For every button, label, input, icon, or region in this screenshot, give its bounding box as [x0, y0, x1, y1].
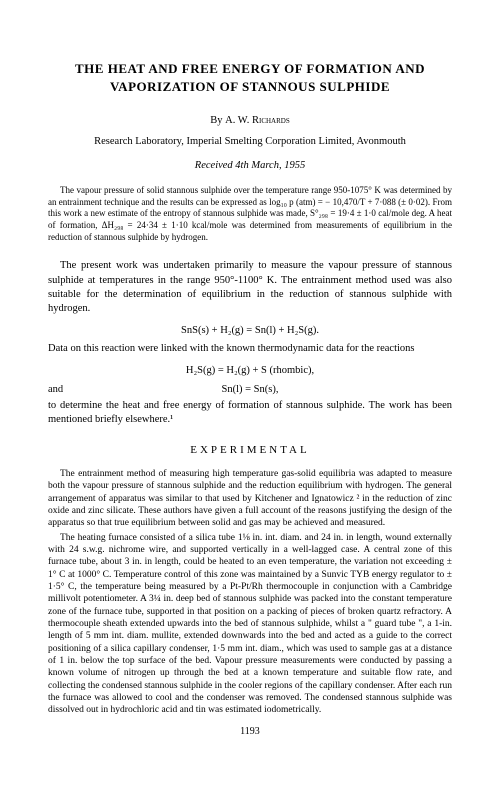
equation-1: SnS(s) + H₂(g) = Sn(l) + H₂S(g).: [48, 324, 452, 338]
intro-paragraph-3: to determine the heat and free energy of…: [48, 399, 452, 427]
page-number: 1193: [48, 725, 452, 739]
author-name: A. W. Richards: [225, 115, 290, 126]
paper-title: THE HEAT AND FREE ENERGY OF FORMATION AN…: [48, 60, 452, 96]
experimental-paragraph-2: The heating furnace consisted of a silic…: [48, 532, 452, 717]
received-date: Received 4th March, 1955: [48, 159, 452, 173]
equation-3-line: and Sn(l) = Sn(s),: [48, 383, 452, 397]
affiliation: Research Laboratory, Imperial Smelting C…: [48, 135, 452, 149]
equation-2: H₂S(g) = H₂(g) + S (rhombic),: [48, 364, 452, 378]
abstract: The vapour pressure of solid stannous su…: [48, 185, 452, 243]
experimental-paragraph-1: The entrainment method of measuring high…: [48, 468, 452, 530]
intro-paragraph-2: Data on this reaction were linked with t…: [48, 342, 452, 356]
section-heading-experimental: EXPERIMENTAL: [48, 443, 452, 458]
author-prefix: By: [210, 115, 225, 126]
intro-paragraph-1: The present work was undertaken primaril…: [48, 259, 452, 316]
equation-3: Sn(l) = Sn(s),: [78, 383, 452, 397]
and-label: and: [48, 383, 78, 397]
author-line: By A. W. Richards: [48, 114, 452, 128]
